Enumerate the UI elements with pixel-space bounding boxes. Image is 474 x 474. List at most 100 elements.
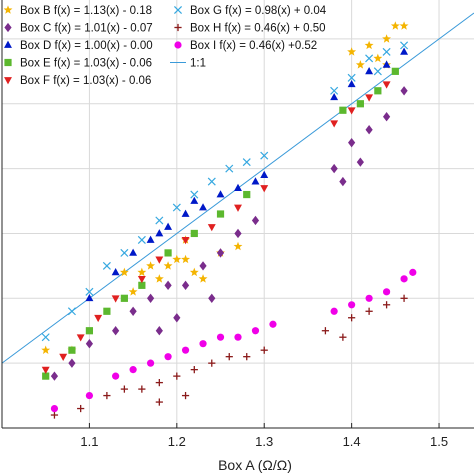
data-point (129, 366, 137, 374)
data-point (181, 254, 191, 264)
x-marker-stroke (85, 287, 94, 296)
data-point (41, 366, 50, 374)
data-point (85, 287, 94, 296)
data-point (120, 248, 129, 257)
data-point (207, 177, 216, 186)
legend-marker (173, 5, 183, 15)
data-point (199, 203, 207, 211)
data-point (155, 379, 163, 387)
x-marker-stroke (172, 203, 181, 212)
data-point (216, 333, 225, 341)
x-marker-stroke (41, 333, 50, 342)
data-point (155, 398, 163, 406)
data-point (365, 67, 374, 75)
data-point (68, 358, 76, 368)
legend-entry: 1:1 (190, 58, 206, 70)
data-point (181, 346, 190, 354)
data-point (339, 106, 347, 114)
data-point (365, 125, 373, 135)
series-3 (42, 67, 399, 380)
legend-entry: Box F f(x) = 1.03(x) - 0.06 (20, 75, 151, 87)
x-tick-label: 1.4 (343, 434, 361, 449)
x-marker-stroke (67, 307, 76, 316)
data-point (181, 237, 190, 245)
data-point (382, 81, 391, 89)
data-point (146, 359, 155, 367)
x-marker-stroke (330, 86, 339, 95)
data-point (364, 40, 374, 50)
legend-entry: Box D f(x) = 1.00(x) - 0.00 (20, 40, 153, 52)
legend-entry: Box G f(x) = 0.98(x) + 0.04 (190, 5, 327, 17)
data-point (146, 293, 155, 303)
data-point (155, 216, 164, 225)
data-point (208, 293, 216, 303)
data-point (164, 222, 173, 230)
legend: Box B f(x) = 1.13(x) - 0.18 Box C f(x) = … (3, 5, 327, 87)
data-point (138, 385, 146, 393)
data-point (85, 339, 94, 349)
data-point (85, 391, 94, 400)
x-marker-stroke (120, 248, 129, 257)
data-point (146, 235, 155, 243)
data-point (365, 294, 373, 302)
data-point (50, 404, 59, 413)
data-point (400, 86, 408, 96)
grid (2, 0, 474, 428)
data-point (85, 293, 94, 302)
series-2 (85, 47, 409, 302)
data-point (112, 326, 120, 336)
data-point (50, 371, 59, 381)
data-point (112, 372, 120, 380)
data-point (234, 204, 242, 212)
data-point (207, 224, 216, 232)
data-point (41, 333, 50, 342)
data-point (163, 261, 173, 270)
data-points (41, 21, 417, 419)
data-point (94, 314, 103, 323)
data-point (67, 307, 76, 316)
legend-marker (4, 22, 12, 33)
data-point (251, 177, 260, 185)
data-point (42, 372, 50, 380)
data-point (260, 151, 269, 160)
data-point (155, 256, 164, 264)
data-point (102, 261, 111, 270)
data-point (120, 294, 128, 302)
x-marker-stroke (102, 261, 111, 270)
data-point (216, 210, 225, 218)
data-point (348, 301, 356, 309)
data-point (399, 21, 409, 30)
data-point (356, 100, 364, 108)
series-1 (50, 86, 408, 381)
data-point (233, 241, 243, 251)
data-point (348, 137, 356, 148)
data-point (155, 229, 164, 237)
x-tick-label: 1.2 (168, 434, 186, 449)
data-point (409, 268, 417, 276)
data-point (243, 190, 251, 199)
series-6 (50, 294, 408, 419)
data-point (330, 86, 339, 95)
data-point (164, 280, 172, 291)
data-point (347, 79, 356, 88)
data-point (181, 391, 190, 400)
data-point (339, 176, 347, 187)
data-point (172, 254, 182, 264)
x-marker-stroke (207, 177, 216, 186)
data-point (76, 334, 85, 342)
series-4 (41, 81, 391, 374)
data-point (382, 34, 392, 43)
data-point (330, 120, 339, 128)
data-point (103, 307, 111, 315)
x-marker-stroke (260, 151, 269, 160)
data-point (260, 170, 269, 178)
data-point (50, 411, 59, 419)
x-marker-stroke (382, 47, 391, 56)
data-point (373, 67, 382, 76)
data-point (173, 313, 181, 323)
data-point (216, 248, 225, 258)
data-point (382, 288, 391, 296)
axes: 1.1 1.2 1.3 1.4 1.5 (1, 0, 474, 449)
data-point (400, 294, 408, 302)
data-point (173, 372, 181, 380)
